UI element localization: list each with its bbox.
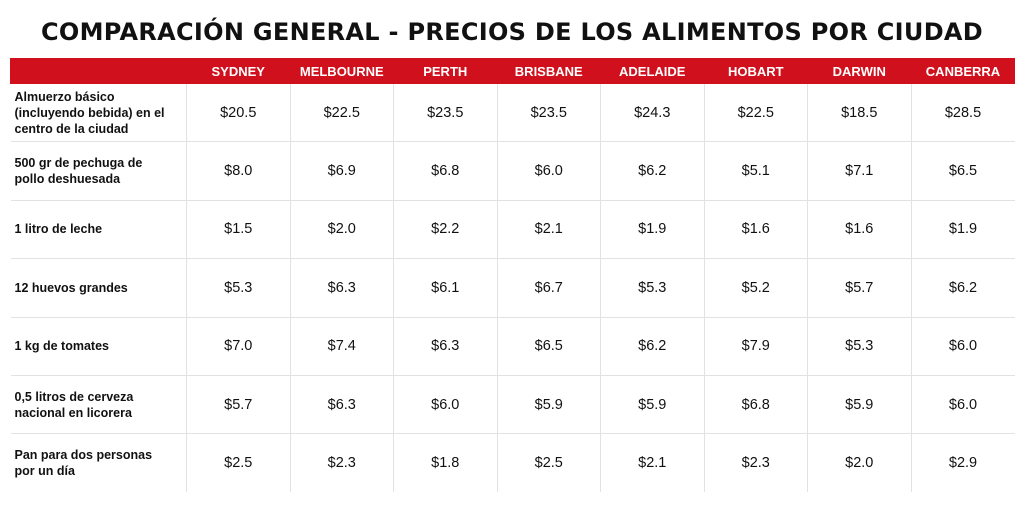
- price-cell: $2.2: [393, 200, 497, 260]
- price-cell: $6.2: [910, 258, 1015, 318]
- price-cell: $23.5: [393, 84, 497, 143]
- price-cell: $7.1: [807, 141, 911, 201]
- price-cell: $5.1: [703, 141, 808, 201]
- price-cell: $5.3: [600, 258, 704, 318]
- price-cell: $5.9: [807, 375, 911, 435]
- price-cell: $6.2: [600, 317, 704, 376]
- price-cell: $5.3: [807, 317, 911, 376]
- price-cell: $22.5: [289, 84, 394, 143]
- row-label: Almuerzo básico (incluyendo bebida) en e…: [10, 84, 187, 143]
- price-cell: $5.9: [600, 375, 704, 435]
- price-cell: $6.9: [289, 141, 394, 201]
- table-row: 1 kg de tomates $7.0 $7.4 $6.3 $6.5 $6.2 $7.9 $…: [10, 317, 1015, 376]
- price-cell: $1.6: [807, 200, 911, 260]
- row-label: 1 kg de tomates: [10, 317, 187, 376]
- column-header-perth: PERTH: [393, 58, 497, 84]
- header-corner-cell: [10, 58, 187, 84]
- column-header-sydney: SYDNEY: [186, 58, 290, 84]
- price-cell: $6.7: [496, 258, 601, 318]
- price-cell: $5.7: [186, 375, 290, 435]
- price-cell: $24.3: [600, 84, 704, 143]
- row-label: 0,5 litros de cerveza nacional en licore…: [10, 375, 187, 435]
- price-cell: $6.3: [289, 375, 394, 435]
- price-cell: $6.0: [496, 141, 601, 201]
- price-cell: $2.5: [186, 433, 290, 492]
- table-row: 500 gr de pechuga de pollo deshuesada $8.…: [10, 141, 1015, 201]
- price-cell: $2.0: [807, 433, 911, 492]
- price-cell: $6.8: [393, 141, 497, 201]
- column-header-canberra: CANBERRA: [910, 58, 1015, 84]
- table-row: Pan para dos personas por un día $2.5 $2.3…: [11, 433, 1015, 492]
- price-cell: $5.2: [703, 258, 808, 318]
- price-cell: $6.5: [910, 141, 1015, 201]
- price-cell: $5.7: [807, 258, 911, 318]
- column-header-brisbane: BRISBANE: [496, 58, 601, 84]
- price-cell: $1.5: [186, 200, 290, 260]
- price-cell: $1.6: [703, 200, 808, 260]
- price-cell: $2.3: [289, 433, 394, 492]
- price-cell: $6.0: [393, 375, 497, 435]
- column-header-darwin: DARWIN: [807, 58, 911, 84]
- price-cell: $20.5: [186, 84, 290, 143]
- price-cell: $6.3: [393, 317, 497, 376]
- price-cell: $1.9: [910, 200, 1015, 260]
- column-header-adelaide: ADELAIDE: [600, 58, 704, 84]
- price-cell: $6.1: [393, 258, 497, 318]
- table-row: 12 huevos grandes $5.3 $6.3 $6.1 $6.7 $5.3 $5.…: [10, 258, 1015, 318]
- header-row: SYDNEY MELBOURNE PERTH BRISBANE ADELAIDE HOBA…: [10, 58, 1015, 84]
- row-label: 500 gr de pechuga de pollo deshuesada: [10, 141, 187, 201]
- price-cell: $6.5: [496, 317, 601, 376]
- price-cell: $28.5: [910, 84, 1015, 143]
- price-cell: $2.1: [496, 200, 601, 260]
- price-cell: $1.9: [600, 200, 704, 260]
- price-cell: $2.1: [600, 433, 704, 492]
- row-label: 12 huevos grandes: [10, 258, 187, 318]
- price-cell: $23.5: [496, 84, 601, 143]
- row-label: Pan para dos personas por un día: [14, 448, 153, 479]
- price-cell: $6.2: [600, 141, 704, 201]
- price-cell: $2.9: [910, 433, 1015, 492]
- price-cell: $2.0: [289, 200, 394, 260]
- row-label: 1 litro de leche: [10, 200, 187, 260]
- column-header-melbourne: MELBOURNE: [289, 58, 394, 84]
- price-cell: $22.5: [703, 84, 808, 143]
- table-row: 0,5 litros de cerveza nacional en licore…: [10, 375, 1015, 435]
- price-cell: $1.8: [393, 433, 497, 492]
- price-cell: $6.8: [703, 375, 808, 435]
- price-cell: $6.3: [289, 258, 394, 318]
- chart-title: COMPARACIÓN GENERAL - PRECIOS DE LOS ALI…: [40, 18, 984, 46]
- price-cell: $5.3: [186, 258, 290, 318]
- table-body: Almuerzo básico (incluyendo bebida) en e…: [10, 84, 1015, 492]
- price-cell: $7.9: [703, 317, 808, 376]
- price-cell: $5.9: [496, 375, 601, 435]
- price-cell: $2.3: [703, 433, 808, 492]
- price-table: SYDNEY MELBOURNE PERTH BRISBANE ADELAIDE HOBA…: [10, 58, 1015, 492]
- price-cell: $7.0: [186, 317, 290, 376]
- table-row: Almuerzo básico (incluyendo bebida) en e…: [10, 84, 1015, 143]
- price-cell: $18.5: [807, 84, 911, 143]
- table-row: 1 litro de leche $1.5 $2.0 $2.2 $2.1 $1.9 $1.6…: [10, 200, 1015, 260]
- price-cell: $2.5: [496, 433, 601, 492]
- column-header-hobart: HOBART: [703, 58, 808, 84]
- price-cell: $6.0: [910, 317, 1015, 376]
- price-cell: $6.0: [910, 375, 1015, 435]
- price-cell: $7.4: [289, 317, 394, 376]
- price-cell: $8.0: [186, 141, 290, 201]
